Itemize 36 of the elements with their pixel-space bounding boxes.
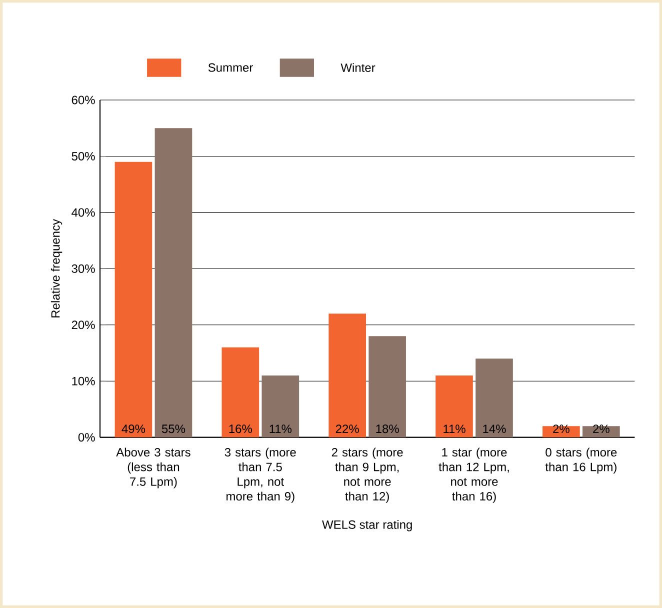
data-label: 11% bbox=[270, 424, 292, 434]
x-tick-label: 2 stars (more than 9 Lpm, not more than 12) bbox=[332, 448, 403, 503]
data-label: 11% bbox=[444, 424, 466, 434]
bar bbox=[542, 426, 580, 438]
bar bbox=[114, 162, 152, 438]
bar bbox=[476, 358, 513, 438]
data-label: 49% bbox=[122, 424, 146, 434]
data-label: 18% bbox=[376, 424, 399, 434]
y-tick-label: 20% bbox=[72, 320, 95, 330]
bar bbox=[368, 336, 406, 438]
y-tick-label: 40% bbox=[72, 208, 95, 217]
data-label: 2% bbox=[593, 424, 610, 434]
data-label: 16% bbox=[229, 424, 252, 434]
y-tick-label: 10% bbox=[72, 376, 95, 386]
x-tick-label: 1 star (more than 12 Lpm, not more than 16) bbox=[438, 448, 509, 503]
x-tick-label: 0 stars (more than 16 Lpm) bbox=[545, 448, 617, 474]
bar bbox=[582, 426, 620, 438]
legend-label: Winter bbox=[340, 63, 376, 72]
y-axis-title: Relative frequency bbox=[50, 219, 62, 318]
data-label: 55% bbox=[162, 424, 186, 434]
y-tick-label: 50% bbox=[72, 152, 95, 160]
bar bbox=[154, 128, 192, 438]
x-tick-label: Above 3 stars (less than 7.5 Lpm) bbox=[116, 448, 190, 488]
bar bbox=[222, 347, 260, 438]
data-label: 2% bbox=[553, 424, 570, 434]
y-tick-label: 0% bbox=[78, 433, 95, 442]
y-tick-label: 60% bbox=[72, 96, 95, 104]
bar bbox=[262, 375, 300, 438]
bar bbox=[328, 314, 366, 438]
x-tick-label: 3 stars (more than 7.5 Lpm, not more than 9) bbox=[224, 448, 296, 503]
data-label: 14% bbox=[483, 424, 506, 434]
legend-label: Summer bbox=[208, 63, 253, 72]
y-tick-label: 30% bbox=[72, 264, 95, 273]
x-axis-title: WELS star rating bbox=[322, 520, 412, 532]
data-label: 22% bbox=[336, 424, 359, 434]
bar bbox=[436, 375, 473, 438]
